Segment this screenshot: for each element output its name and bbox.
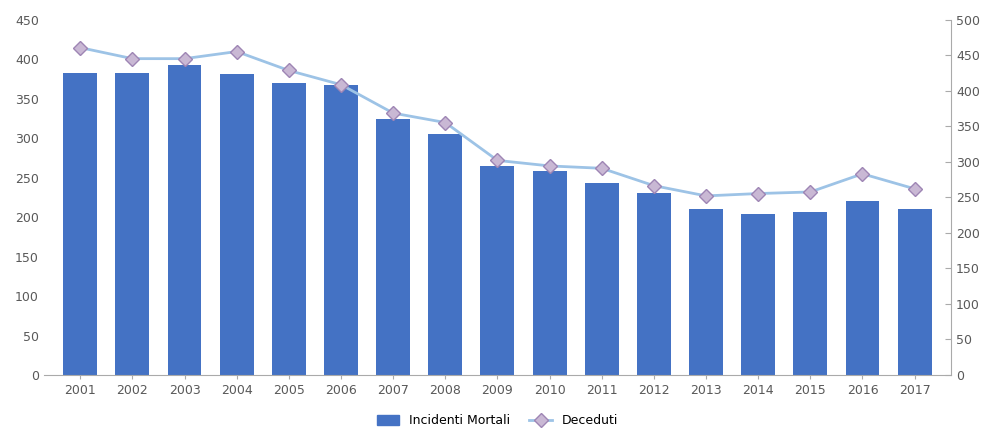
Bar [271,83,305,375]
Bar [792,212,826,375]
Bar [636,193,670,375]
Bar [376,119,410,375]
Bar [427,134,462,375]
Bar [897,209,930,375]
Bar [689,209,723,375]
Bar [532,171,566,375]
Bar [115,73,149,375]
Bar [845,202,879,375]
Bar [324,85,358,375]
Bar [584,183,618,375]
Legend: Incidenti Mortali, Deceduti: Incidenti Mortali, Deceduti [372,409,622,432]
Bar [64,73,97,375]
Bar [167,65,202,375]
Bar [220,74,253,375]
Bar [741,214,774,375]
Bar [480,166,514,375]
